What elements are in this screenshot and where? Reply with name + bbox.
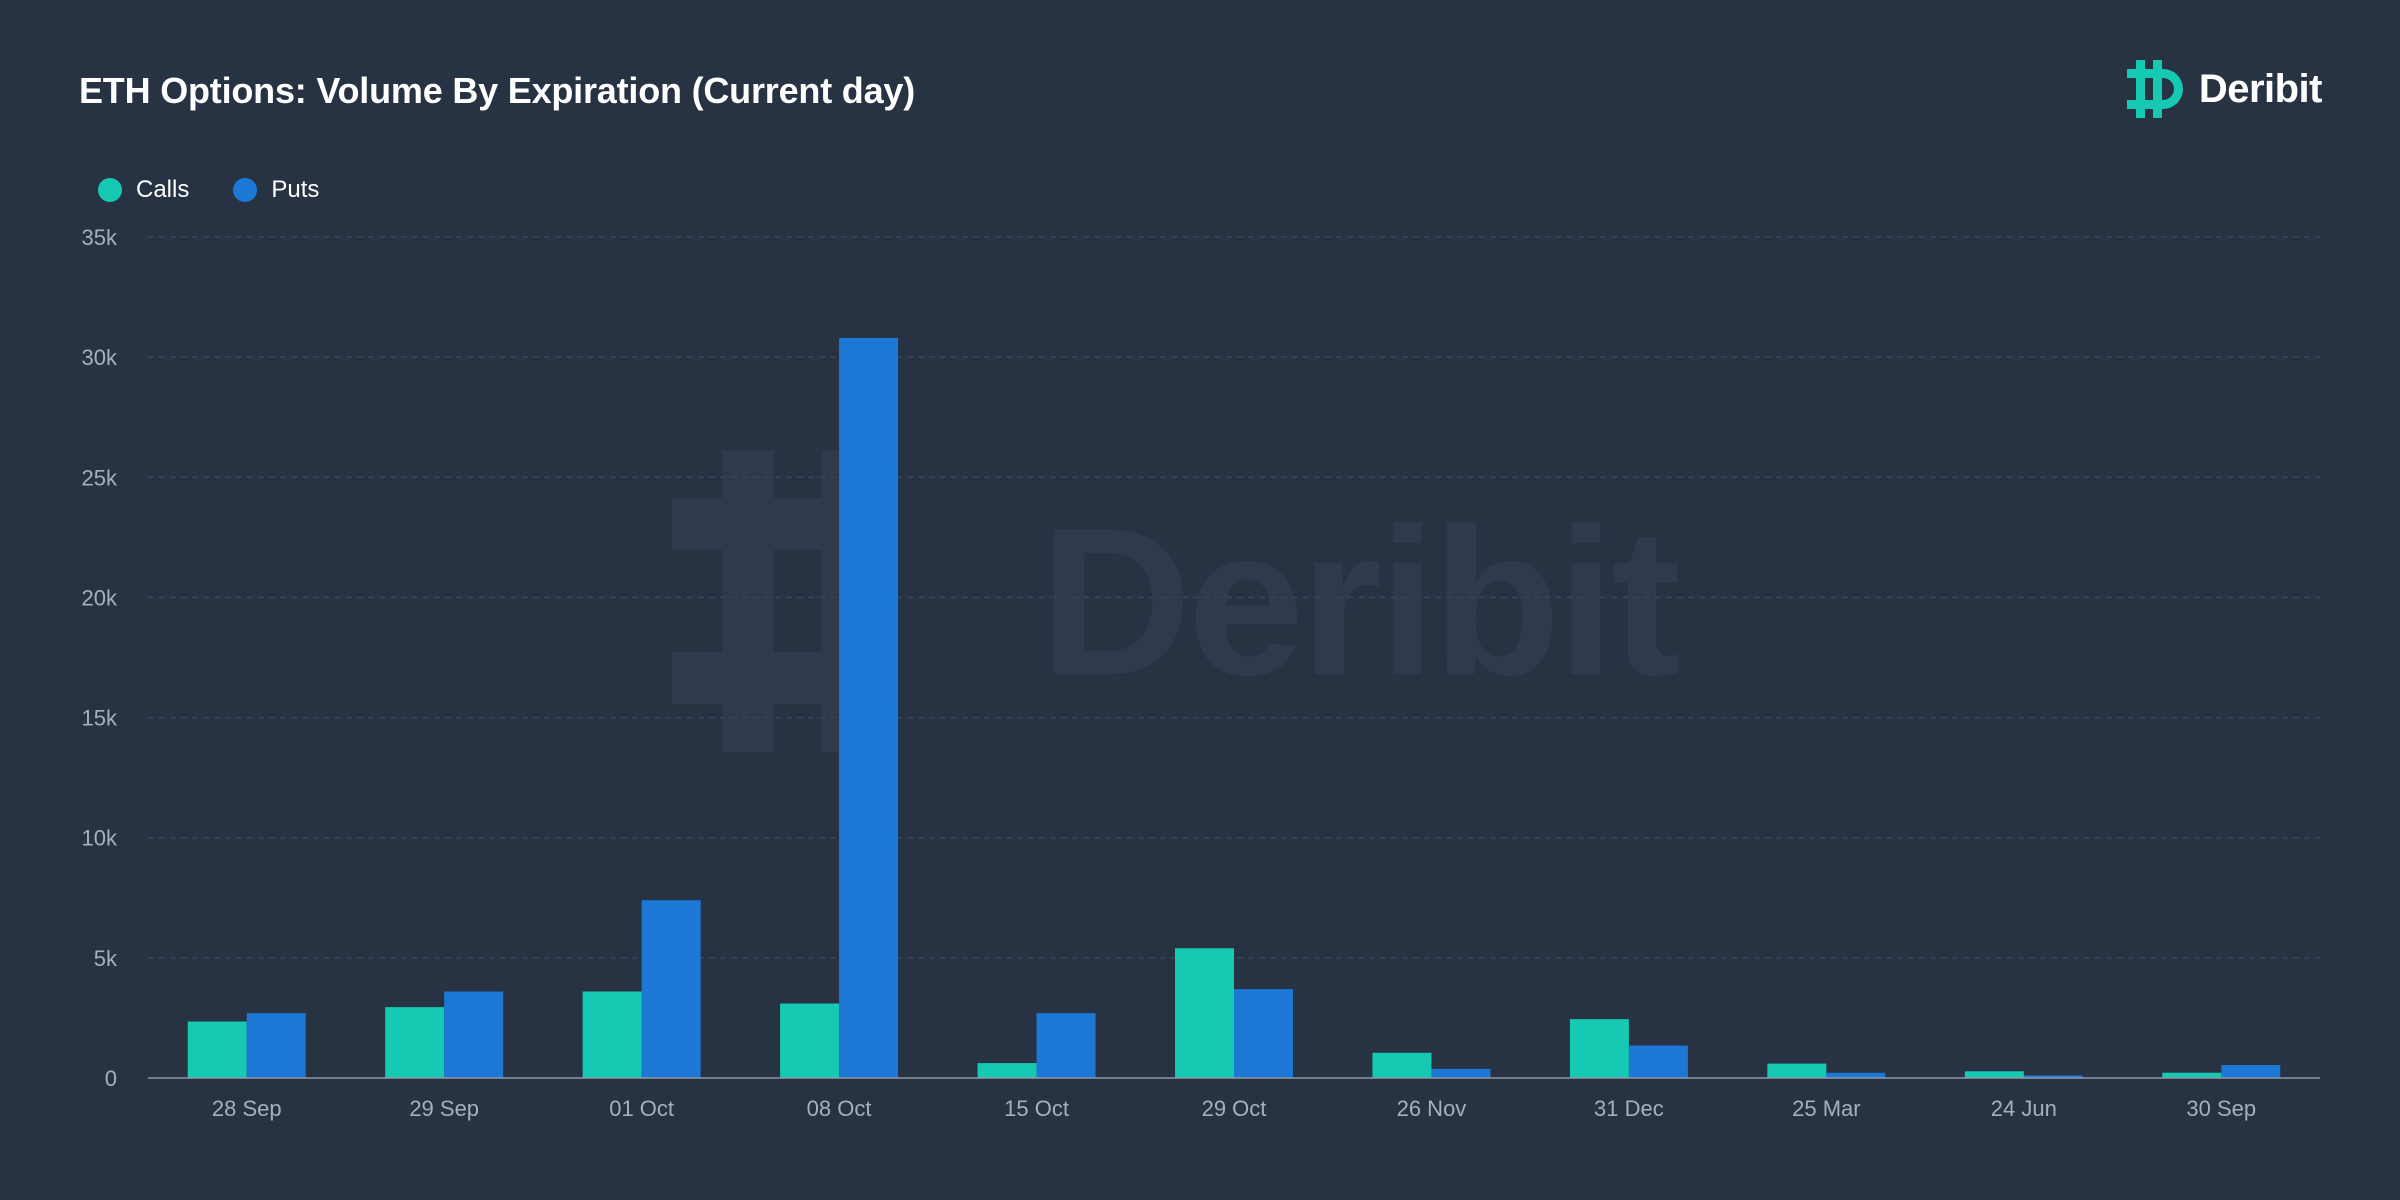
bar-calls-28-sep[interactable] [187, 1021, 247, 1078]
legend-label-calls: Calls [136, 176, 190, 203]
y-tick-label: 0 [105, 1066, 117, 1091]
bar-calls-25-mar[interactable] [1767, 1063, 1827, 1078]
bar-calls-15-oct[interactable] [977, 1063, 1037, 1078]
y-tick-label: 15k [82, 706, 118, 731]
legend-item-puts[interactable]: Puts [233, 176, 319, 204]
calls-swatch-icon [98, 178, 122, 202]
bar-calls-01-oct[interactable] [582, 991, 642, 1078]
bar-puts-29-oct[interactable] [1234, 989, 1293, 1078]
x-tick-label: 26 Nov [1397, 1096, 1467, 1121]
x-tick-label: 29 Sep [409, 1096, 479, 1121]
bar-calls-31-dec[interactable] [1569, 1019, 1629, 1078]
y-tick-label: 25k [82, 465, 118, 490]
legend: Calls Puts [98, 176, 319, 204]
x-tick-label: 31 Dec [1594, 1096, 1664, 1121]
bar-calls-30-sep[interactable] [2162, 1072, 2222, 1078]
puts-swatch-icon [233, 178, 258, 202]
x-tick-label: 01 Oct [609, 1096, 674, 1121]
bar-calls-29-oct[interactable] [1175, 948, 1234, 1078]
x-tick-label: 28 Sep [212, 1096, 282, 1121]
x-tick-label: 15 Oct [1004, 1096, 1069, 1121]
bar-calls-24-jun[interactable] [1964, 1071, 2024, 1078]
bar-calls-29-sep[interactable] [385, 1007, 445, 1078]
bar-puts-26-nov[interactable] [1431, 1068, 1491, 1078]
bar-puts-29-sep[interactable] [444, 991, 504, 1078]
bar-puts-25-mar[interactable] [1826, 1072, 1886, 1078]
bar-calls-26-nov[interactable] [1372, 1052, 1432, 1078]
x-tick-label: 25 Mar [1792, 1096, 1860, 1121]
watermark-text: Deribit [1040, 484, 1679, 719]
x-tick-label: 24 Jun [1991, 1096, 2057, 1121]
x-tick-label: 30 Sep [2186, 1096, 2256, 1121]
y-tick-label: 20k [82, 585, 118, 610]
bar-calls-08-oct[interactable] [780, 1003, 840, 1078]
chart-title: ETH Options: Volume By Expiration (Curre… [79, 70, 916, 111]
brand-name: Deribit [2198, 66, 2323, 111]
legend-item-calls[interactable]: Calls [98, 176, 189, 204]
x-tick-label: 08 Oct [807, 1096, 872, 1121]
bar-puts-30-sep[interactable] [2221, 1065, 2281, 1078]
bar-puts-08-oct[interactable] [839, 337, 899, 1078]
bar-puts-15-oct[interactable] [1036, 1013, 1096, 1078]
bar-puts-24-jun[interactable] [2023, 1075, 2083, 1078]
y-tick-label: 5k [94, 946, 118, 971]
bar-puts-28-sep[interactable] [246, 1013, 306, 1078]
y-tick-label: 35k [82, 225, 118, 250]
legend-label-puts: Puts [271, 176, 320, 203]
deribit-logo: Deribit [2125, 58, 2323, 120]
bar-puts-31-dec[interactable] [1628, 1045, 1688, 1078]
bar-puts-01-oct[interactable] [641, 900, 701, 1078]
y-tick-label: 10k [82, 826, 118, 851]
x-tick-label: 29 Oct [1202, 1096, 1267, 1121]
y-tick-label: 30k [82, 345, 118, 370]
deribit-logo-icon [2126, 60, 2183, 118]
